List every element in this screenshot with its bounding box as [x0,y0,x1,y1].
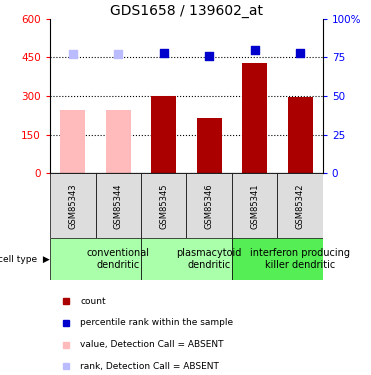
Text: percentile rank within the sample: percentile rank within the sample [80,318,233,327]
Bar [187,173,232,238]
Bar [197,118,221,173]
Text: GSM85345: GSM85345 [159,183,168,229]
Point [206,53,212,59]
Bar [106,110,131,173]
Bar [232,238,323,280]
Bar [242,63,267,173]
Point [297,50,303,56]
Text: count: count [80,297,106,306]
Bar [50,173,96,238]
Text: GSM85343: GSM85343 [68,183,77,229]
Bar [141,173,187,238]
Text: plasmacytoid
dendritic: plasmacytoid dendritic [177,249,242,270]
Text: conventional
dendritic: conventional dendritic [87,249,150,270]
Point [161,50,167,56]
Point [70,51,76,57]
Bar [288,98,312,173]
Bar [278,173,323,238]
Bar [96,173,141,238]
Text: interferon producing
killer dendritic: interferon producing killer dendritic [250,249,350,270]
Title: GDS1658 / 139602_at: GDS1658 / 139602_at [110,4,263,18]
Text: GSM85341: GSM85341 [250,183,259,229]
Bar [232,173,278,238]
Bar [50,238,141,280]
Text: GSM85342: GSM85342 [296,183,305,229]
Point [115,51,121,57]
Text: GSM85344: GSM85344 [114,183,123,229]
Bar [60,110,85,173]
Text: rank, Detection Call = ABSENT: rank, Detection Call = ABSENT [80,362,219,371]
Text: cell type  ▶: cell type ▶ [0,255,50,264]
Bar [141,238,232,280]
Bar [151,96,176,173]
Text: value, Detection Call = ABSENT: value, Detection Call = ABSENT [80,340,224,349]
Text: GSM85346: GSM85346 [205,183,214,229]
Point [252,46,257,53]
